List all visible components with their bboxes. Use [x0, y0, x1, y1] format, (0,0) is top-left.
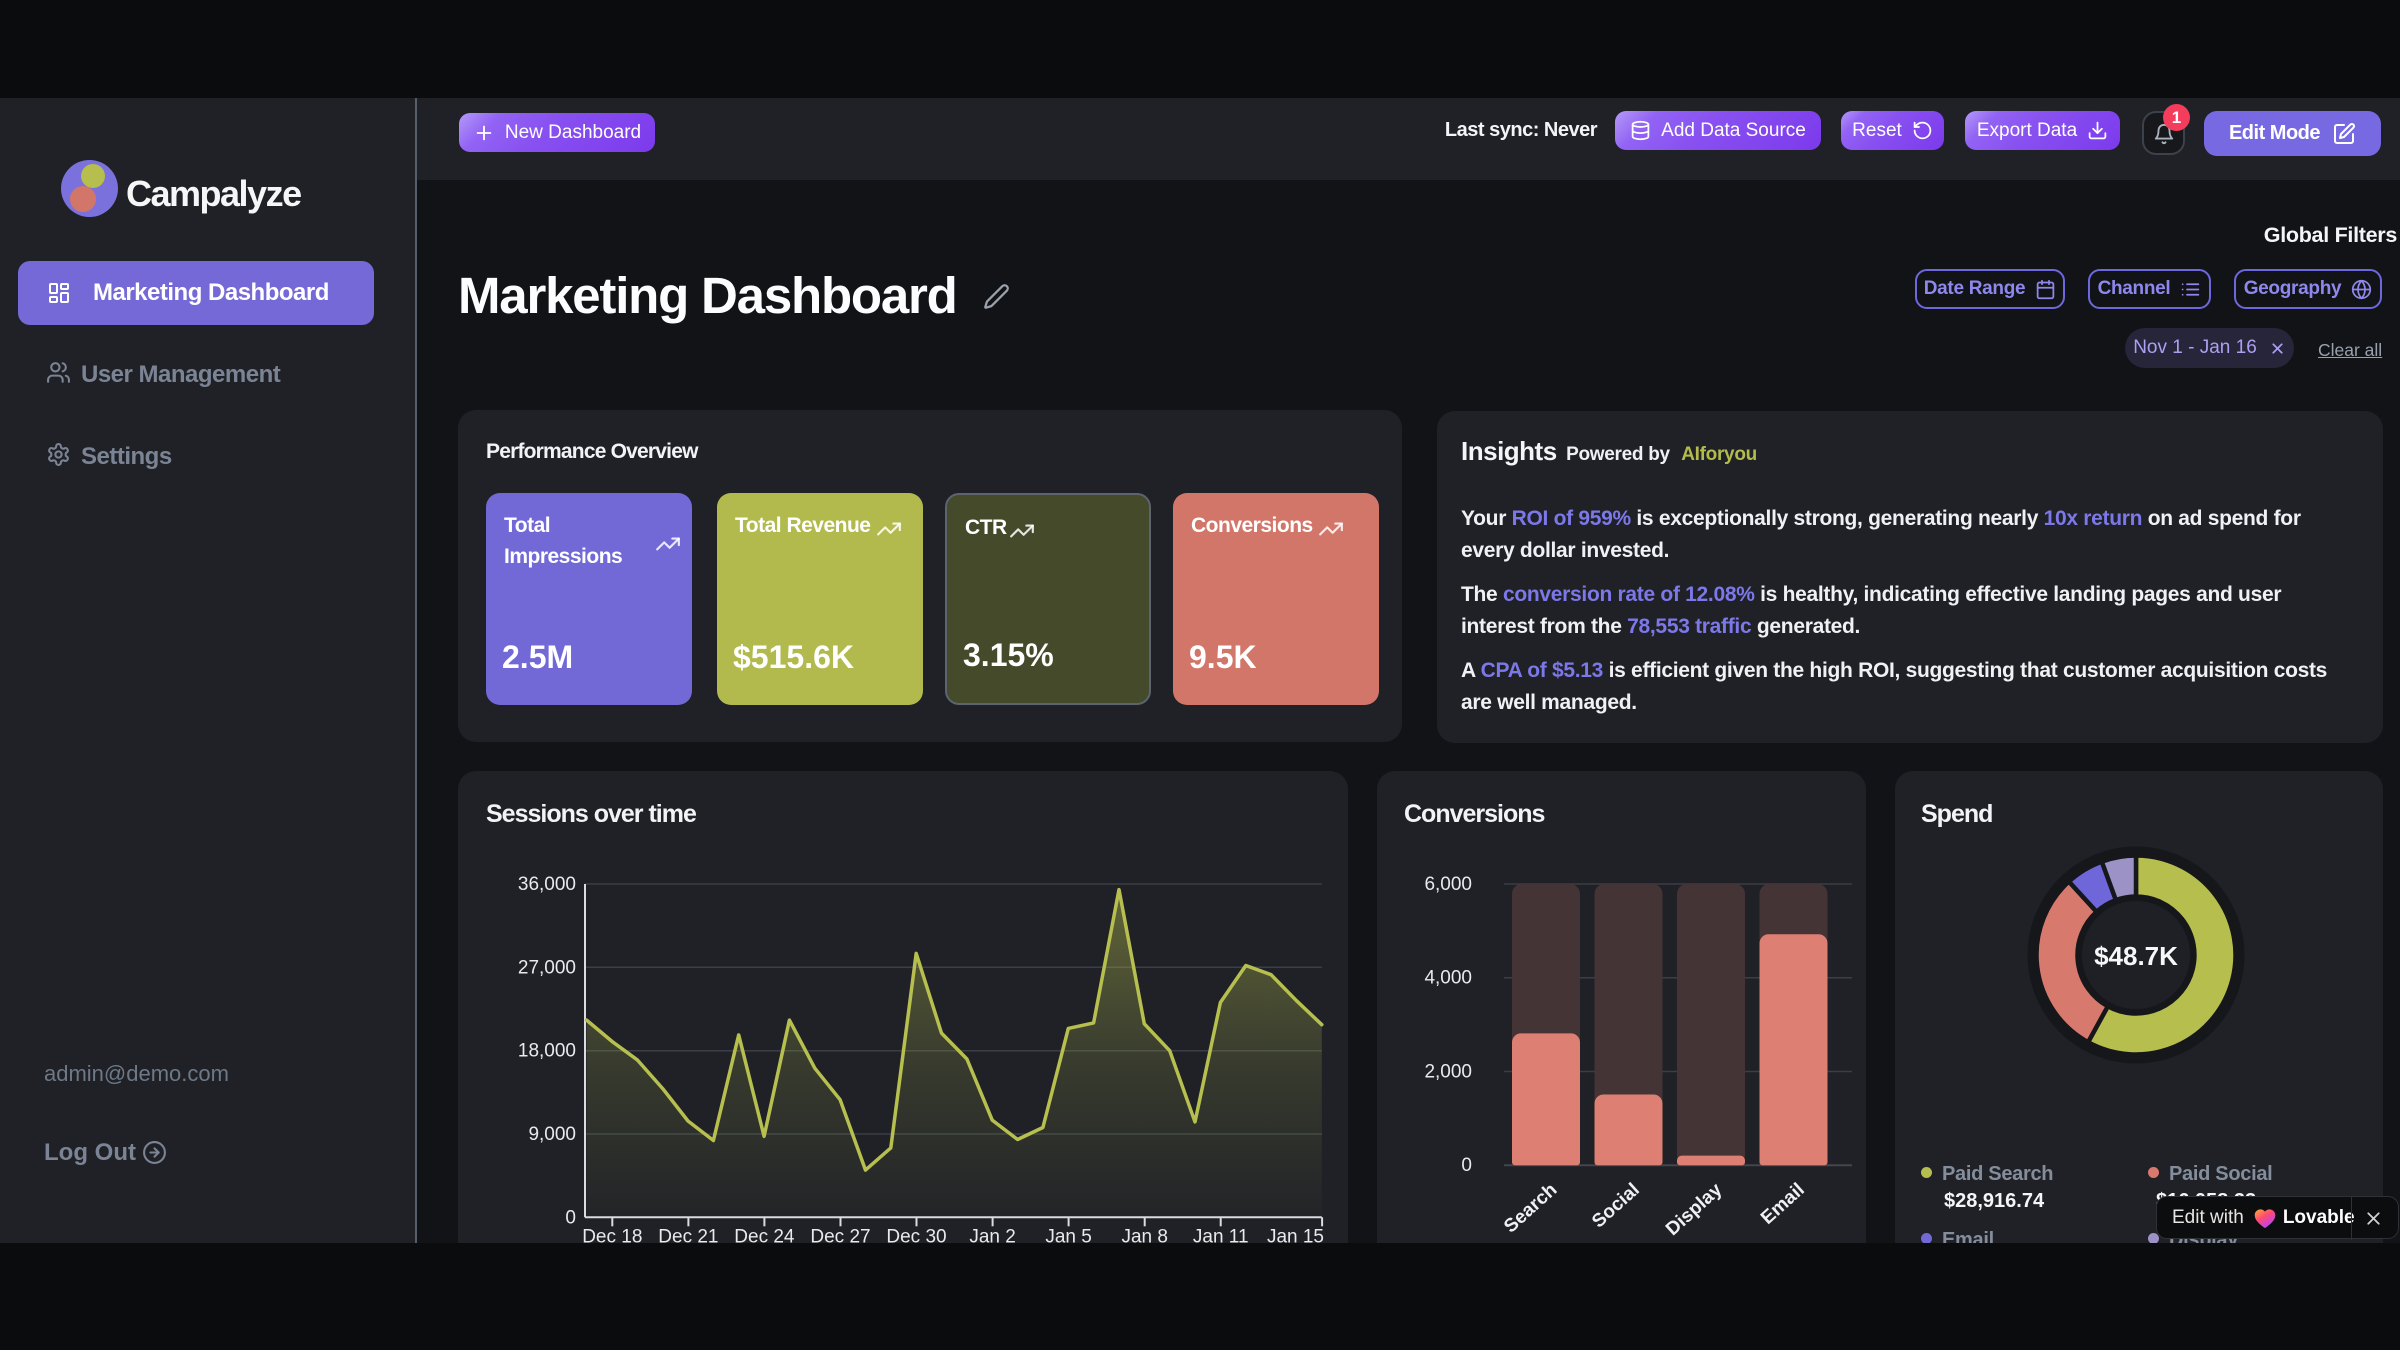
svg-text:$48.7K: $48.7K — [2094, 941, 2178, 971]
svg-text:Jan 8: Jan 8 — [1121, 1226, 1167, 1243]
svg-text:Social: Social — [1588, 1179, 1644, 1232]
svg-text:Dec 30: Dec 30 — [886, 1226, 946, 1243]
svg-text:0: 0 — [565, 1207, 576, 1228]
svg-text:Dec 27: Dec 27 — [810, 1226, 870, 1243]
svg-text:27,000: 27,000 — [518, 957, 576, 978]
svg-text:Jan 11: Jan 11 — [1193, 1226, 1249, 1243]
svg-text:4,000: 4,000 — [1424, 968, 1472, 989]
svg-text:Display: Display — [1662, 1179, 1727, 1240]
svg-text:Dec 24: Dec 24 — [734, 1226, 795, 1243]
svg-text:Jan 5: Jan 5 — [1045, 1226, 1091, 1243]
svg-text:Jan 15: Jan 15 — [1267, 1226, 1324, 1243]
svg-text:9,000: 9,000 — [528, 1124, 576, 1145]
svg-text:Search: Search — [1500, 1179, 1561, 1237]
svg-text:6,000: 6,000 — [1424, 874, 1472, 895]
svg-text:2,000: 2,000 — [1424, 1062, 1472, 1083]
svg-text:Dec 18: Dec 18 — [582, 1226, 642, 1243]
svg-text:Email: Email — [1757, 1179, 1809, 1229]
svg-text:0: 0 — [1461, 1155, 1472, 1176]
svg-text:18,000: 18,000 — [518, 1041, 576, 1062]
svg-text:Dec 21: Dec 21 — [658, 1226, 718, 1243]
svg-text:36,000: 36,000 — [518, 874, 576, 895]
svg-text:Jan 2: Jan 2 — [969, 1226, 1015, 1243]
